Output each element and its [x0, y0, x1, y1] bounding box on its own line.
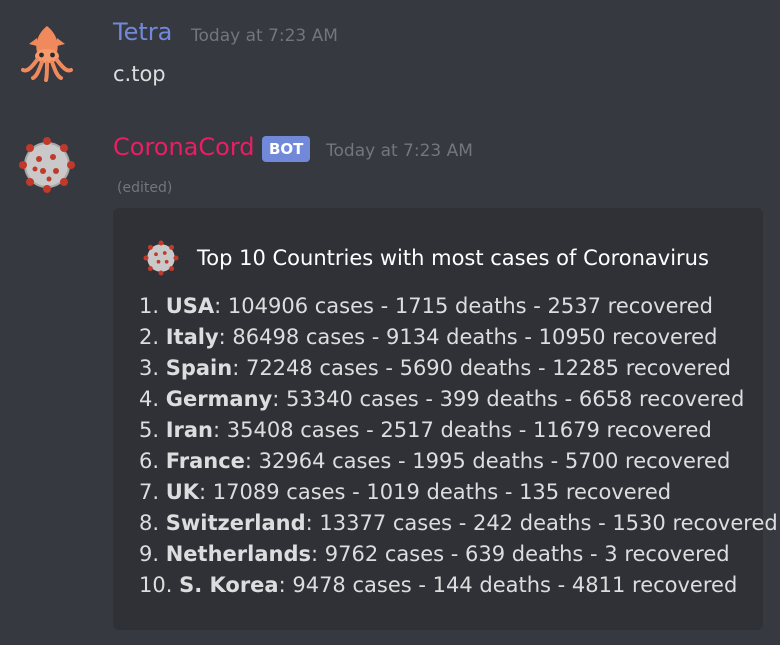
list-item: 2. Italy: 86498 cases - 9134 deaths - 10…	[139, 325, 718, 349]
list-item: 3. Spain: 72248 cases - 5690 deaths - 12…	[139, 356, 731, 380]
message-tetra: Tetra Today at 7:23 AM c.top	[0, 0, 780, 110]
squid-icon	[15, 20, 79, 84]
list-item: 1. USA: 104906 cases - 1715 deaths - 253…	[139, 294, 713, 318]
list-item: 9. Netherlands: 9762 cases - 639 deaths …	[139, 542, 730, 566]
list-item: 5. Iran: 35408 cases - 2517 deaths - 116…	[139, 418, 712, 442]
user-avatar[interactable]	[15, 20, 79, 84]
author-name[interactable]: Tetra	[113, 18, 173, 46]
bot-badge: BOT	[262, 136, 311, 162]
embed: Top 10 Countries with most cases of Coro…	[113, 208, 778, 630]
embed-description: 1. USA: 104906 cases - 1715 deaths - 253…	[139, 291, 778, 601]
list-item: 8. Switzerland: 13377 cases - 242 deaths…	[139, 511, 778, 535]
message-content: c.top	[113, 62, 166, 86]
list-item: 7. UK: 17089 cases - 1019 deaths - 135 r…	[139, 480, 672, 504]
list-item: 10. S. Korea: 9478 cases - 144 deaths - …	[139, 573, 738, 597]
edited-label: (edited)	[117, 180, 173, 196]
bot-avatar[interactable]	[15, 133, 79, 197]
message-timestamp: Today at 7:23 AM	[191, 26, 338, 46]
list-item: 6. France: 32964 cases - 1995 deaths - 5…	[139, 449, 731, 473]
embed-title: Top 10 Countries with most cases of Coro…	[197, 246, 709, 270]
list-item: 4. Germany: 53340 cases - 399 deaths - 6…	[139, 387, 745, 411]
message-timestamp: Today at 7:23 AM	[326, 141, 473, 161]
embed-author-icon-wrap	[141, 238, 181, 278]
coronavirus-icon	[15, 133, 79, 197]
author-name[interactable]: CoronaCord	[113, 133, 255, 161]
coronavirus-icon	[141, 238, 181, 278]
embed-author: Top 10 Countries with most cases of Coro…	[141, 238, 709, 278]
